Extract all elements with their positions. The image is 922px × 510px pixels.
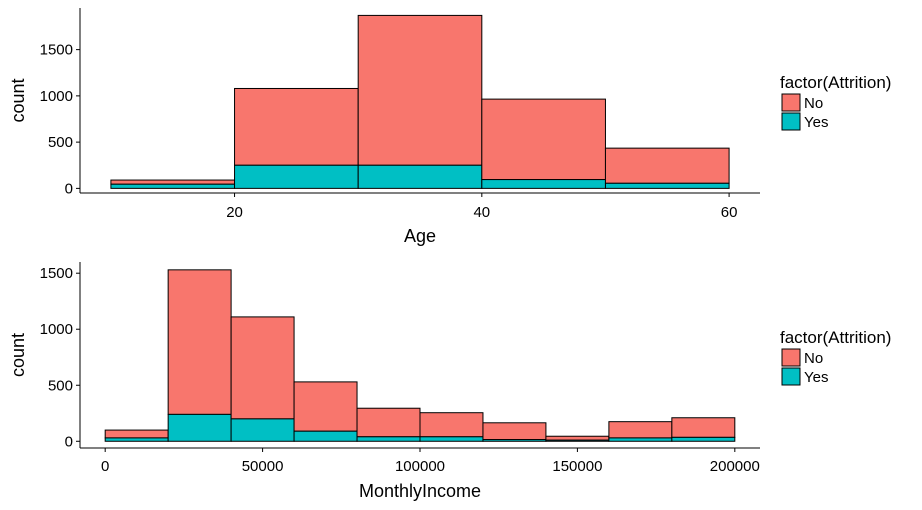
x-tick-label-1: 50000 <box>242 458 284 475</box>
x-tick-label-2: 60 <box>721 204 738 221</box>
bar-yes-2 <box>357 164 483 189</box>
bar-yes-4 <box>604 182 730 189</box>
bar-no-7 <box>545 435 610 441</box>
y-tick-label-2: 1000 <box>40 88 73 105</box>
bar-no-2 <box>357 14 483 166</box>
y-tick-label-0: 0 <box>65 433 73 450</box>
y-tick-label-3: 1500 <box>40 265 73 282</box>
legend-label-no: No <box>804 95 823 112</box>
x-tick-label-4: 200000 <box>710 458 760 475</box>
x-axis-title: Age <box>404 226 436 246</box>
bar-no-1 <box>167 269 232 415</box>
bar-yes-4 <box>356 436 421 442</box>
legend-swatch-yes <box>781 112 801 131</box>
bar-no-0 <box>104 429 169 439</box>
legend-swatch-yes <box>781 367 801 386</box>
bar-yes-1 <box>234 164 359 189</box>
bar-yes-8 <box>608 437 673 442</box>
bar-yes-7 <box>545 439 610 442</box>
bar-no-4 <box>604 147 730 184</box>
bar-yes-5 <box>419 436 484 442</box>
bar-no-9 <box>671 417 736 438</box>
y-tick-label-3: 1500 <box>40 42 73 59</box>
bar-no-3 <box>293 381 358 432</box>
bar-yes-0 <box>104 437 169 442</box>
monthlyincome-histogram-panel: 0 500 1000 1500 0 50000 100000 150000 200000 Mont… <box>8 262 891 501</box>
bar-yes-1 <box>167 413 232 442</box>
legend-title: factor(Attrition) <box>780 73 891 92</box>
bar-no-5 <box>419 412 484 438</box>
y-tick-label-2: 1000 <box>40 321 73 338</box>
x-axis-title: MonthlyIncome <box>359 481 481 501</box>
x-tick-label-0: 20 <box>226 204 243 221</box>
y-tick-label-1: 500 <box>48 134 73 151</box>
x-tick-label-1: 40 <box>473 204 490 221</box>
legend-label-no: No <box>804 350 823 367</box>
x-tick-label-0: 0 <box>101 458 109 475</box>
legend-label-yes: Yes <box>804 369 828 386</box>
legend-swatch-no <box>781 348 801 367</box>
x-tick-label-2: 100000 <box>395 458 445 475</box>
legend-title: factor(Attrition) <box>780 328 891 347</box>
bar-yes-6 <box>482 439 547 442</box>
bar-yes-9 <box>671 436 736 442</box>
bar-yes-3 <box>481 179 606 189</box>
bar-yes-0 <box>110 183 236 189</box>
bar-no-1 <box>234 87 359 166</box>
y-tick-label-0: 0 <box>65 180 73 197</box>
bar-yes-2 <box>230 418 295 442</box>
y-axis-title: count <box>8 333 28 377</box>
bar-no-2 <box>230 316 295 420</box>
bar-no-0 <box>110 179 236 185</box>
age-histogram-panel: 0 500 1000 1500 20 40 60 Age count factor(Attriti… <box>8 8 891 246</box>
bar-no-8 <box>608 421 673 439</box>
y-axis-title: count <box>8 78 28 122</box>
bar-no-6 <box>482 422 547 441</box>
x-tick-label-3: 150000 <box>552 458 602 475</box>
bar-yes-3 <box>293 430 358 442</box>
y-tick-label-1: 500 <box>48 377 73 394</box>
bar-no-3 <box>481 98 606 181</box>
bar-no-4 <box>356 407 421 438</box>
legend-label-yes: Yes <box>804 114 828 131</box>
legend-swatch-no <box>781 93 801 112</box>
